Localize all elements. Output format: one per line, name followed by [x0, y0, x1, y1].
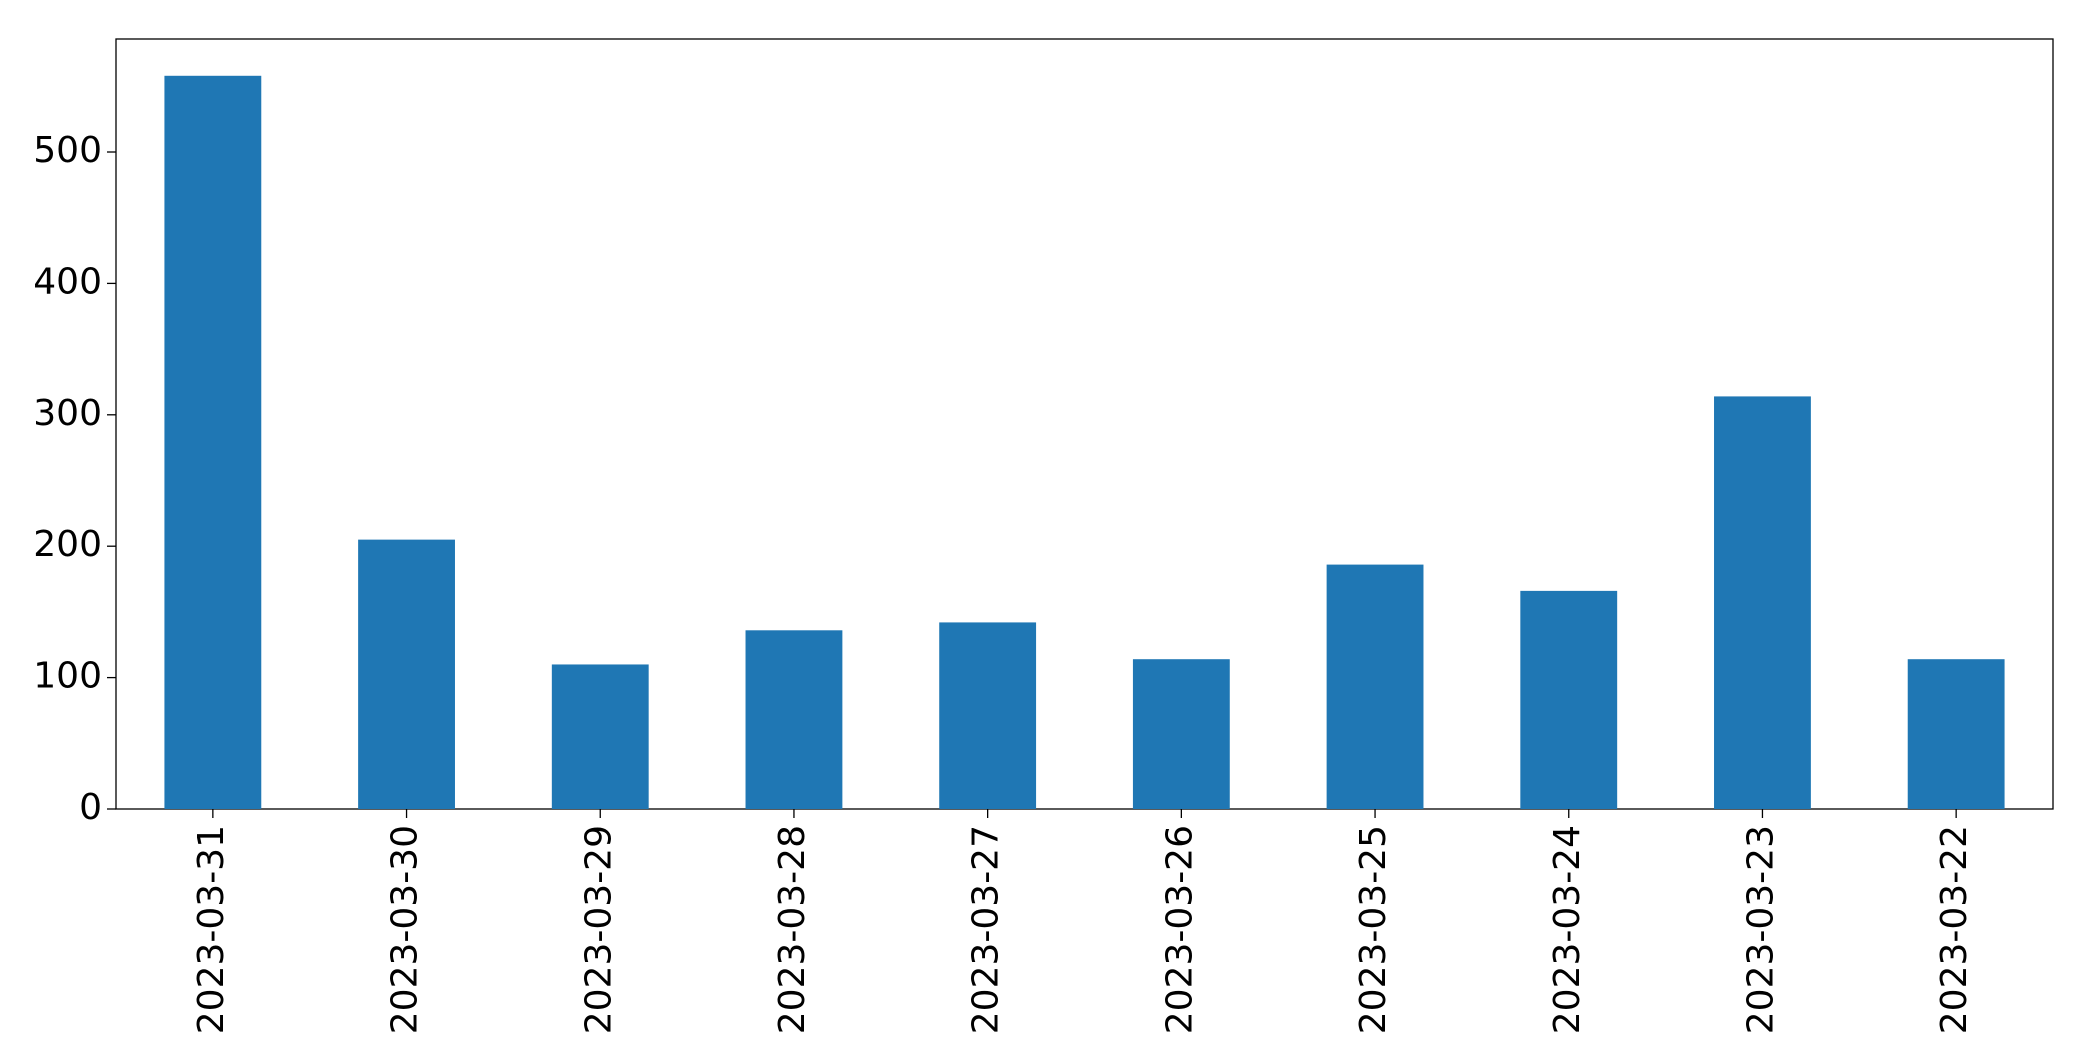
bar [1907, 659, 2005, 809]
x-tick-label: 2023-03-27 [966, 825, 1007, 1034]
y-tick-label: 500 [33, 130, 102, 171]
bar [358, 539, 455, 809]
x-tick-label: 2023-03-31 [191, 825, 232, 1034]
x-tick-label: 2023-03-24 [1547, 825, 1588, 1034]
bar [551, 664, 649, 809]
bar [164, 75, 262, 809]
plot-frame [115, 38, 2054, 810]
bar [939, 622, 1037, 809]
y-tick-label: 0 [79, 787, 102, 828]
y-tick-label: 200 [33, 524, 102, 565]
x-tick-label: 2023-03-26 [1159, 825, 1200, 1034]
bar [1132, 659, 1230, 809]
y-tick-label: 300 [33, 393, 102, 434]
bar [1714, 396, 1811, 809]
y-tick-label: 100 [33, 656, 102, 697]
x-tick-label: 2023-03-28 [772, 825, 813, 1034]
x-tick-label: 2023-03-22 [1934, 825, 1975, 1034]
x-tick-label: 2023-03-30 [385, 825, 426, 1034]
bar [745, 630, 843, 809]
bar [1326, 564, 1424, 809]
bar [1520, 590, 1618, 809]
x-tick-label: 2023-03-23 [1740, 825, 1781, 1034]
x-tick-label: 2023-03-25 [1353, 825, 1394, 1034]
x-tick-label: 2023-03-29 [578, 825, 619, 1034]
y-tick-label: 400 [33, 261, 102, 302]
